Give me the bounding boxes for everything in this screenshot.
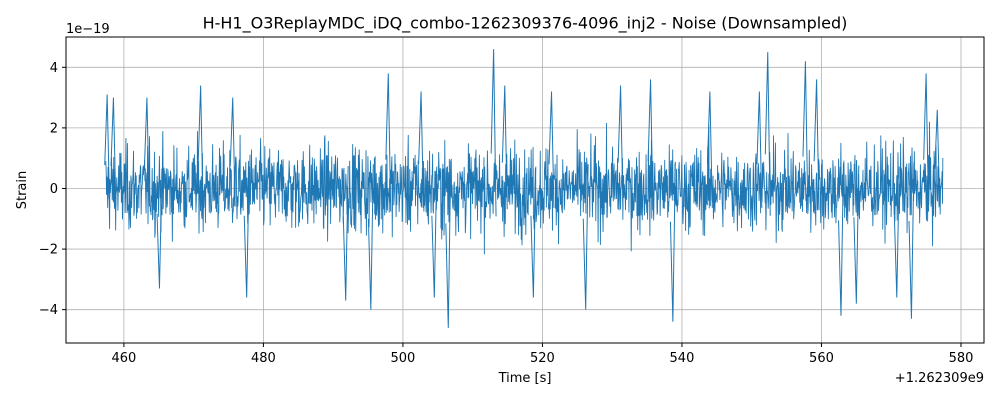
noise-peak xyxy=(853,165,860,304)
axes: 460 480 500 520 540 560 580 −4 −2 0 2 4 xyxy=(39,36,985,366)
noise-peak xyxy=(104,94,111,208)
noise-peak xyxy=(617,85,624,210)
strain-series xyxy=(104,49,944,328)
noise-peak xyxy=(501,85,508,210)
x-tick-label: 480 xyxy=(251,351,276,366)
noise-peak xyxy=(418,91,424,208)
noise-peak xyxy=(669,161,676,322)
noise-peak xyxy=(908,162,915,319)
noise-peak xyxy=(893,166,900,298)
noise-peak xyxy=(923,73,930,212)
y-tick-label: −2 xyxy=(39,243,58,258)
noise-peak xyxy=(813,79,820,211)
x-tick-label: 580 xyxy=(949,351,974,366)
y-tick-label: 4 xyxy=(50,61,58,76)
chart-title: H-H1_O3ReplayMDC_iDQ_combo-1262309376-40… xyxy=(203,14,848,34)
noise-peak xyxy=(367,164,374,310)
noise-peak xyxy=(243,166,250,298)
noise-peak xyxy=(934,109,941,205)
noise-peak xyxy=(490,49,497,217)
y-tick-label: 0 xyxy=(50,182,58,197)
y-tick-label: 2 xyxy=(50,121,58,136)
noise-peak xyxy=(582,164,589,310)
noise-peak xyxy=(838,163,844,316)
noise-peak xyxy=(431,166,438,298)
y-tick-label: −4 xyxy=(39,303,58,318)
noise-peak xyxy=(110,97,117,207)
noise-peak xyxy=(156,168,163,289)
noise-peak xyxy=(229,97,236,207)
noise-peak xyxy=(197,85,204,210)
y-scale-label: 1e−19 xyxy=(66,22,110,37)
noise-peak xyxy=(802,61,809,214)
x-tick-label: 560 xyxy=(809,351,834,366)
noise-peak xyxy=(530,166,537,298)
noise-peak xyxy=(764,52,771,216)
noise-peak xyxy=(706,91,713,208)
plot-frame xyxy=(65,36,985,344)
noise-peak xyxy=(342,166,349,301)
strain-line xyxy=(105,121,944,255)
noise-peak xyxy=(143,97,150,207)
x-offset-label: +1.262309e9 xyxy=(895,371,984,386)
noise-peak xyxy=(647,79,654,211)
noise-peak xyxy=(756,91,763,208)
noise-peak xyxy=(385,73,392,212)
noise-peak xyxy=(445,160,452,328)
noise-peak xyxy=(548,91,555,208)
x-axis-label: Time [s] xyxy=(498,371,552,386)
x-tick-label: 460 xyxy=(111,351,136,366)
x-tick-label: 540 xyxy=(670,351,695,366)
x-tick-label: 500 xyxy=(391,351,416,366)
y-axis-label: Strain xyxy=(15,171,30,210)
x-tick-label: 520 xyxy=(530,351,555,366)
